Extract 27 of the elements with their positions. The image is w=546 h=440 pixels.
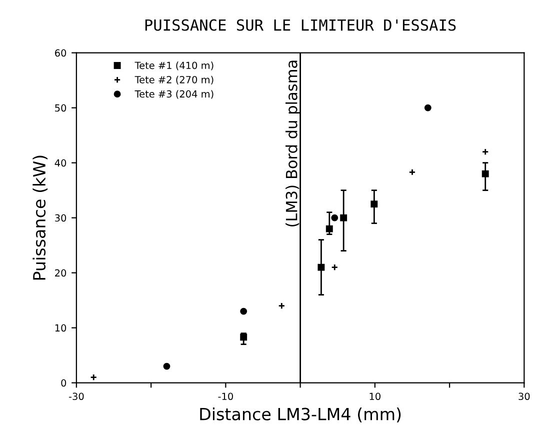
point <box>240 308 248 315</box>
ref-line-label: (LM3) Bord du plasma <box>286 60 300 226</box>
point <box>331 214 338 222</box>
legend-label: Tete #1 (410 m) <box>134 62 214 70</box>
point <box>408 168 416 176</box>
y-tick-label: 50 <box>55 104 66 112</box>
legend-label: Tete #2 (270 m) <box>134 76 214 84</box>
point <box>424 104 432 112</box>
x-tick-label: -10 <box>218 392 233 400</box>
x-tick-label: 10 <box>370 392 380 400</box>
y-tick-label: 20 <box>55 269 66 277</box>
x-tick-label: 30 <box>518 392 530 400</box>
x-tick-label: -30 <box>68 392 84 400</box>
point <box>163 362 170 370</box>
y-tick-label: 30 <box>55 214 66 222</box>
y-tick-label: 0 <box>61 379 66 387</box>
y-tick-label: 60 <box>55 49 66 57</box>
y-axis-title: Puissance (kW) <box>32 156 48 280</box>
y-tick-label: 10 <box>55 324 66 332</box>
point <box>90 374 98 381</box>
point <box>331 264 338 271</box>
point <box>482 148 489 156</box>
chart-title: PUISSANCE SUR LE LIMITEUR D'ESSAIS <box>145 19 456 31</box>
legend-label: Tete #3 (204 m) <box>134 90 214 99</box>
x-axis-title: Distance LM3-LM4 (mm) <box>200 407 401 422</box>
point <box>278 302 286 310</box>
y-tick-label: 40 <box>54 159 66 167</box>
